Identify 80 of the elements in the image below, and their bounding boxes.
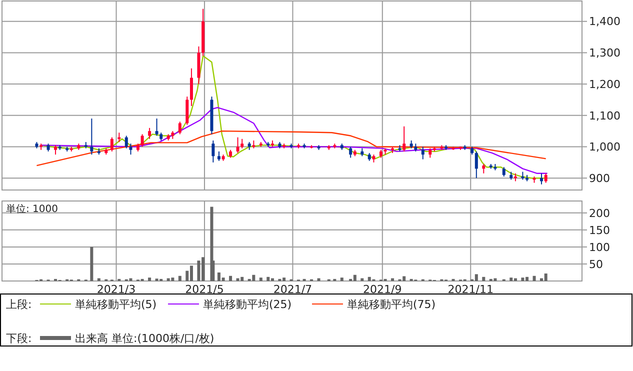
line-series bbox=[36, 130, 546, 166]
y-tick-label: 200 bbox=[589, 206, 610, 220]
bar bbox=[90, 246, 94, 281]
bar bbox=[190, 266, 193, 281]
line-series bbox=[40, 106, 548, 174]
bar bbox=[229, 276, 232, 281]
candlestick bbox=[428, 148, 432, 158]
candlestick bbox=[178, 121, 182, 135]
legend-title: 下段: bbox=[6, 332, 32, 345]
bar bbox=[544, 274, 548, 281]
candlestick bbox=[129, 143, 132, 156]
candlestick bbox=[155, 118, 158, 136]
bar bbox=[197, 260, 200, 281]
candlestick bbox=[402, 126, 406, 152]
bar bbox=[148, 278, 152, 281]
bar bbox=[317, 278, 320, 281]
bar bbox=[252, 274, 256, 281]
bar bbox=[259, 278, 262, 281]
candlestick bbox=[90, 118, 94, 156]
candlestick bbox=[421, 146, 424, 160]
candlestick bbox=[110, 136, 114, 152]
bar bbox=[482, 276, 486, 281]
annotation: 単位: 1000 bbox=[6, 203, 58, 215]
bar bbox=[166, 278, 170, 281]
bar bbox=[240, 276, 244, 281]
candlestick bbox=[474, 150, 478, 179]
bar bbox=[474, 274, 478, 281]
y-tick-label: 1,300 bbox=[589, 46, 620, 60]
x-tick-label: 2021/9 bbox=[363, 283, 402, 296]
bar bbox=[340, 278, 344, 281]
candlestick bbox=[212, 140, 215, 163]
candlestick bbox=[186, 96, 189, 126]
bar bbox=[402, 276, 406, 281]
candlestick bbox=[118, 132, 121, 143]
bar bbox=[494, 278, 497, 281]
legend-label: 出来高 単位:(1000株/口/枚) bbox=[75, 332, 214, 345]
candlestick bbox=[190, 68, 193, 106]
bar bbox=[353, 274, 356, 281]
candlestick bbox=[217, 150, 220, 162]
candlestick bbox=[236, 136, 240, 154]
candlestick bbox=[124, 135, 128, 149]
bar bbox=[270, 278, 274, 281]
y-tick-label: 50 bbox=[589, 258, 603, 271]
candlestick bbox=[349, 146, 352, 158]
legend-title: 上段: bbox=[6, 298, 32, 311]
bar bbox=[391, 278, 394, 281]
y-tick-label: 900 bbox=[589, 172, 610, 185]
bar bbox=[368, 276, 371, 281]
candlestick bbox=[544, 172, 548, 184]
bar bbox=[178, 276, 182, 281]
x-tick-label: 2021/11 bbox=[448, 283, 494, 296]
bar bbox=[236, 278, 240, 281]
y-tick-label: 1,400 bbox=[589, 15, 620, 28]
bar bbox=[510, 278, 513, 281]
legend-label: 単純移動平均(75) bbox=[347, 298, 436, 311]
bar bbox=[266, 276, 270, 281]
x-tick-label: 2021/7 bbox=[273, 283, 312, 296]
candlestick bbox=[240, 138, 244, 149]
bar bbox=[521, 278, 524, 281]
y-tick-label: 100 bbox=[589, 240, 610, 254]
y-tick-label: 1,000 bbox=[589, 140, 620, 154]
y-tick-label: 150 bbox=[589, 224, 610, 237]
y-tick-label: 1,200 bbox=[589, 78, 620, 91]
candlestick bbox=[148, 127, 152, 140]
bar bbox=[129, 278, 132, 281]
candlestick bbox=[540, 172, 543, 185]
x-tick-label: 2021/5 bbox=[185, 283, 224, 296]
candlestick bbox=[482, 163, 486, 174]
y-tick-label: 1,100 bbox=[589, 109, 620, 122]
bar bbox=[514, 278, 517, 281]
bar bbox=[360, 278, 364, 281]
candlestick bbox=[502, 166, 506, 178]
candlestick bbox=[54, 144, 58, 156]
bar bbox=[97, 278, 100, 281]
candlestick bbox=[140, 134, 144, 148]
bar bbox=[532, 276, 536, 281]
legend-label: 単純移動平均(5) bbox=[75, 298, 157, 311]
bar bbox=[171, 278, 174, 281]
x-tick-label: 2021/3 bbox=[96, 283, 136, 296]
legend-label: 単純移動平均(25) bbox=[203, 298, 292, 311]
